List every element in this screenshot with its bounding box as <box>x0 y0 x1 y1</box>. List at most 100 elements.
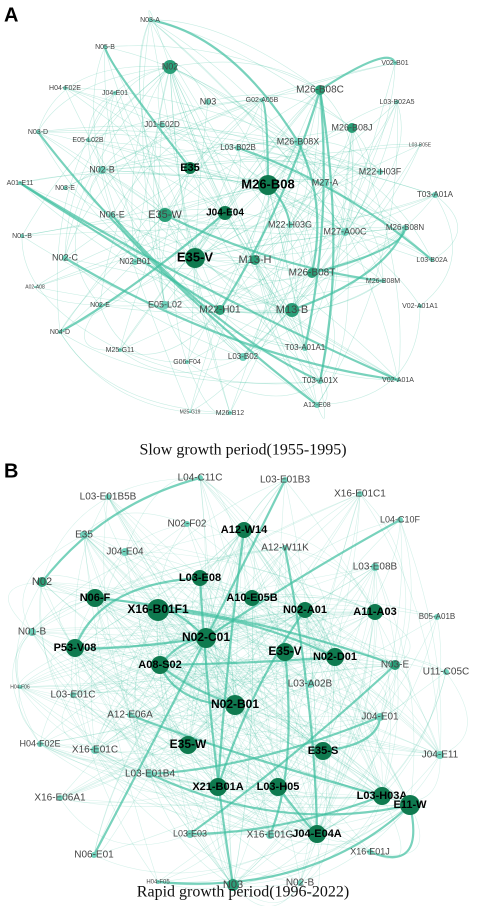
edge <box>59 331 231 414</box>
edge <box>199 577 383 797</box>
edge <box>334 519 401 658</box>
node-label: M27-A <box>312 177 339 187</box>
edge <box>232 804 411 888</box>
node <box>36 130 40 134</box>
edge <box>204 637 234 886</box>
edge <box>41 477 201 583</box>
node <box>317 378 323 384</box>
edge <box>8 581 43 633</box>
edge <box>216 529 246 788</box>
node-label: A12-E06A <box>107 710 153 721</box>
node-label: N02-C01 <box>182 630 230 644</box>
edge <box>254 194 436 261</box>
node-label: T03-A01X <box>302 376 339 385</box>
edge <box>164 184 269 306</box>
edge <box>39 581 96 751</box>
edge <box>186 637 207 746</box>
edge <box>217 786 318 835</box>
edge <box>164 272 313 309</box>
node-label: L03-E01B5B <box>80 492 137 503</box>
node-label: J04-E04A <box>292 828 342 840</box>
edge <box>189 160 381 173</box>
edge <box>207 101 433 261</box>
edge <box>94 664 161 751</box>
edge <box>94 566 376 751</box>
edge <box>164 214 321 382</box>
edge <box>94 566 376 751</box>
edge <box>283 547 319 835</box>
node <box>285 303 299 317</box>
edge <box>94 597 286 653</box>
edge <box>139 19 166 216</box>
edge <box>87 139 406 229</box>
edge <box>284 651 441 756</box>
edge <box>284 479 318 835</box>
edge <box>126 609 159 716</box>
edge <box>251 597 441 756</box>
edge <box>164 304 399 381</box>
edge <box>205 479 286 639</box>
edge <box>254 89 321 261</box>
edge <box>309 493 361 685</box>
edge <box>304 609 334 752</box>
edge <box>291 227 407 312</box>
edge <box>107 496 318 835</box>
edge <box>344 127 354 233</box>
node-label: A01-E11 <box>7 180 34 187</box>
edge <box>64 87 226 214</box>
node <box>377 169 383 175</box>
edge <box>87 66 171 141</box>
node <box>148 18 152 22</box>
edge <box>149 19 346 233</box>
edge <box>189 167 433 261</box>
edge <box>114 92 221 311</box>
edge <box>379 519 403 718</box>
edge <box>205 519 401 639</box>
edge <box>101 99 263 171</box>
edge <box>31 631 279 788</box>
edge <box>269 804 411 845</box>
edge <box>129 664 396 716</box>
node-label: P53-V08 <box>54 642 97 654</box>
edge <box>194 227 406 259</box>
edge <box>243 529 383 797</box>
edge <box>21 66 171 237</box>
edge <box>129 714 381 718</box>
edge <box>59 797 411 808</box>
edge <box>19 173 269 186</box>
node <box>297 880 303 886</box>
edge <box>74 493 361 649</box>
edge <box>419 194 453 307</box>
edge <box>267 184 306 349</box>
edge <box>374 611 411 666</box>
edge <box>261 99 269 186</box>
edge <box>164 99 263 216</box>
node-label: X16-E06A1 <box>34 793 86 804</box>
edge <box>103 46 191 169</box>
edge <box>199 577 336 658</box>
edge <box>74 647 396 666</box>
node <box>357 491 363 497</box>
edge <box>31 631 207 639</box>
edge <box>186 523 271 836</box>
edge <box>74 647 441 756</box>
edge <box>311 194 436 274</box>
edge <box>164 224 291 306</box>
edge <box>103 496 159 611</box>
edge <box>322 664 396 752</box>
edge <box>157 609 383 797</box>
node-label: X16-E01J <box>350 846 390 856</box>
edge <box>124 551 324 752</box>
edge <box>41 581 396 666</box>
edge <box>64 89 321 259</box>
edge <box>83 534 324 752</box>
node <box>63 186 67 190</box>
node-label: A11-A03 <box>353 606 396 618</box>
edge <box>84 304 121 351</box>
edge <box>186 257 196 363</box>
edge <box>304 609 383 797</box>
node-label: L03-H05 <box>257 781 300 793</box>
node-label: M13-H <box>238 254 271 266</box>
edge <box>107 496 279 788</box>
edge <box>64 187 196 259</box>
